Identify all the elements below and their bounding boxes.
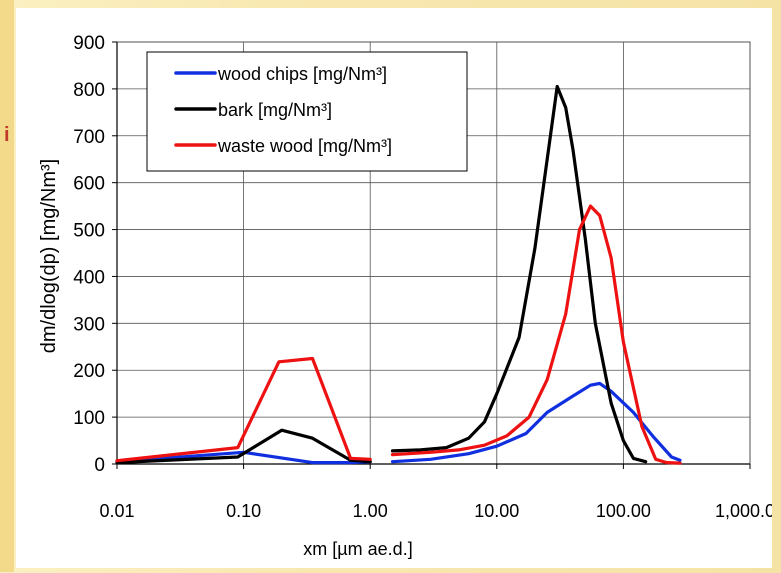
series-line-3-segment-1 [115, 356, 372, 463]
line-chart: 0 100 200 300 400 500 600 700 800 900 0.01 0.10 1.00… [38, 33, 781, 559]
y-tick-label: 800 [73, 80, 105, 101]
x-tick-label: 0.10 [226, 501, 261, 521]
x-tick-label: 1.00 [353, 501, 388, 521]
x-tick-label: 0.01 [99, 501, 134, 521]
y-tick-label: 400 [73, 267, 105, 288]
chart-card: 0 100 200 300 400 500 600 700 800 900 0.01 0.10 1.00… [16, 8, 781, 568]
series-line-2-segment-1 [115, 428, 372, 465]
x-tick-label: 100.00 [596, 501, 651, 521]
cropped-slide-text: i [4, 124, 10, 146]
x-axis-title: xm [µm ae.d.] [303, 539, 412, 559]
y-tick-label: 0 [94, 455, 105, 476]
y-tick-label: 500 [73, 221, 105, 242]
legend-label: waste wood [mg/Nm³] [217, 136, 392, 156]
series-line-3-segment-2 [390, 204, 682, 465]
series-line-2-segment-2 [390, 84, 648, 464]
y-tick-label: 700 [73, 127, 105, 148]
series-layer [115, 84, 682, 465]
legend-label: wood chips [mg/Nm³] [217, 64, 387, 84]
y-tick-label: 100 [73, 408, 105, 429]
y-tick-label: 600 [73, 174, 105, 195]
legend: wood chips [mg/Nm³] bark [mg/Nm³] waste wo… [146, 51, 468, 172]
y-tick-label: 900 [73, 33, 105, 54]
legend-label: bark [mg/Nm³] [218, 100, 332, 120]
x-tick-label: 1,000.00 [715, 501, 772, 521]
y-tick-label: 200 [73, 361, 105, 382]
slide-left-strip [0, 0, 14, 572]
y-axis-title: dm/dlog(dp) [mg/Nm³] [38, 159, 60, 354]
series-line-1-segment-2 [390, 381, 682, 464]
x-tick-label: 10.00 [474, 501, 519, 521]
axes-layer: 0 100 200 300 400 500 600 700 800 900 0.01 0.10 1.00… [73, 33, 781, 521]
y-tick-label: 300 [73, 314, 105, 335]
